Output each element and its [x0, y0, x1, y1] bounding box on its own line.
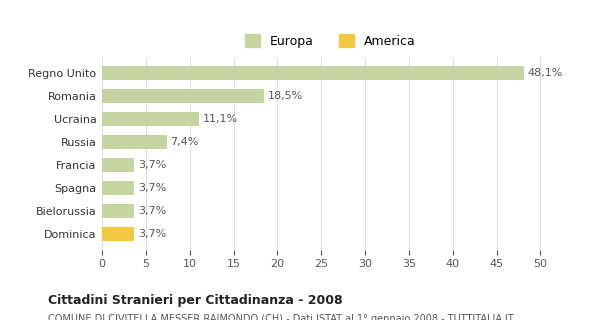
Bar	[102, 66, 524, 80]
Bar	[102, 181, 134, 195]
Bar	[102, 158, 134, 172]
Text: 3,7%: 3,7%	[138, 229, 166, 239]
Text: COMUNE DI CIVITELLA MESSER RAIMONDO (CH) - Dati ISTAT al 1° gennaio 2008 - TUTTI: COMUNE DI CIVITELLA MESSER RAIMONDO (CH)…	[48, 314, 514, 320]
Text: 3,7%: 3,7%	[138, 206, 166, 216]
Bar	[102, 112, 199, 126]
Text: 3,7%: 3,7%	[138, 160, 166, 170]
Text: 18,5%: 18,5%	[268, 91, 303, 101]
Text: 11,1%: 11,1%	[203, 114, 238, 124]
Text: 7,4%: 7,4%	[170, 137, 199, 147]
Text: 3,7%: 3,7%	[138, 183, 166, 193]
Bar	[102, 204, 134, 218]
Bar	[102, 227, 134, 241]
Text: Cittadini Stranieri per Cittadinanza - 2008: Cittadini Stranieri per Cittadinanza - 2…	[48, 294, 343, 308]
Text: 48,1%: 48,1%	[527, 68, 563, 78]
Bar	[102, 135, 167, 149]
Bar	[102, 89, 264, 103]
Legend: Europa, America: Europa, America	[239, 29, 421, 53]
